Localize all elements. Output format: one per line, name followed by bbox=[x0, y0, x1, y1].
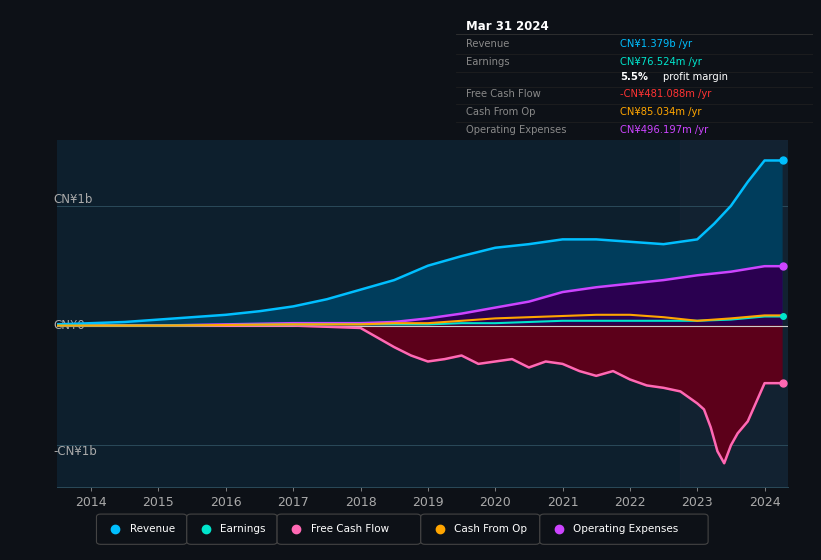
Text: profit margin: profit margin bbox=[663, 72, 727, 82]
FancyBboxPatch shape bbox=[421, 514, 540, 544]
FancyBboxPatch shape bbox=[540, 514, 709, 544]
Text: 5.5%: 5.5% bbox=[620, 72, 648, 82]
Text: Cash From Op: Cash From Op bbox=[455, 524, 527, 534]
FancyBboxPatch shape bbox=[277, 514, 421, 544]
Text: Earnings: Earnings bbox=[466, 57, 510, 67]
FancyBboxPatch shape bbox=[186, 514, 277, 544]
Text: Earnings: Earnings bbox=[220, 524, 266, 534]
Text: Revenue: Revenue bbox=[130, 524, 175, 534]
Text: CN¥76.524m /yr: CN¥76.524m /yr bbox=[620, 57, 702, 67]
Bar bbox=[681, 140, 788, 487]
Text: Free Cash Flow: Free Cash Flow bbox=[466, 89, 541, 99]
Text: Operating Expenses: Operating Expenses bbox=[466, 125, 566, 134]
Text: Revenue: Revenue bbox=[466, 39, 510, 49]
Text: CN¥1b: CN¥1b bbox=[54, 193, 94, 206]
Text: -CN¥481.088m /yr: -CN¥481.088m /yr bbox=[620, 89, 711, 99]
Text: CN¥0: CN¥0 bbox=[54, 319, 85, 332]
Text: Mar 31 2024: Mar 31 2024 bbox=[466, 20, 549, 33]
Text: CN¥496.197m /yr: CN¥496.197m /yr bbox=[620, 125, 709, 134]
Text: Cash From Op: Cash From Op bbox=[466, 107, 536, 117]
FancyBboxPatch shape bbox=[96, 514, 186, 544]
Text: Operating Expenses: Operating Expenses bbox=[573, 524, 679, 534]
Text: Free Cash Flow: Free Cash Flow bbox=[310, 524, 389, 534]
Text: CN¥1.379b /yr: CN¥1.379b /yr bbox=[620, 39, 692, 49]
Text: -CN¥1b: -CN¥1b bbox=[54, 445, 98, 458]
Text: CN¥85.034m /yr: CN¥85.034m /yr bbox=[620, 107, 701, 117]
